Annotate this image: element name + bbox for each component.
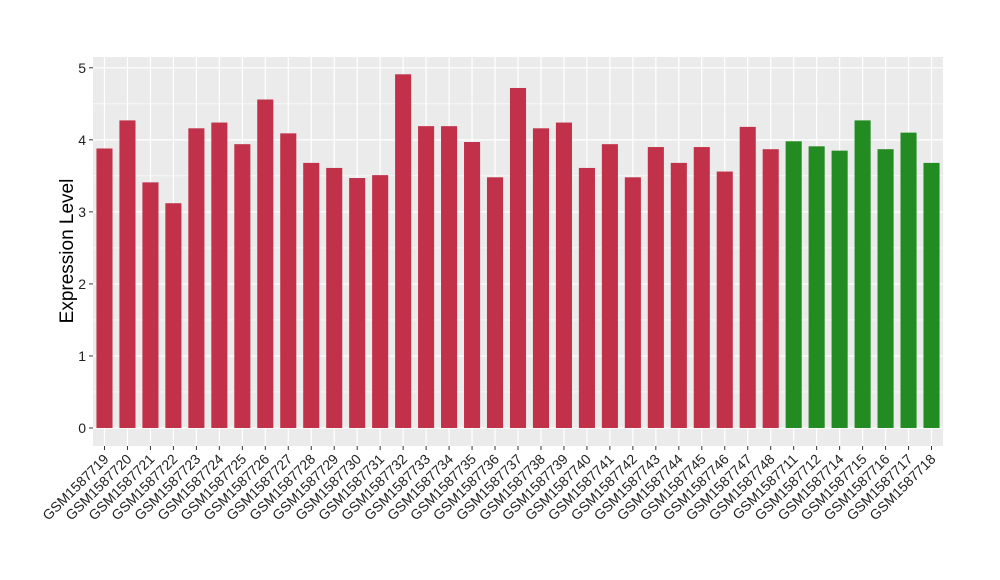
bar-GSM1587736	[486, 177, 504, 428]
bar-GSM1587734	[441, 126, 458, 428]
bar-GSM1587724	[211, 122, 228, 428]
bar-GSM1587738	[532, 128, 550, 428]
bar-GSM1587737	[509, 87, 527, 428]
bar-GSM1587727	[280, 133, 297, 428]
y-tick-label: 4	[78, 132, 86, 148]
bar-GSM1587743	[647, 147, 664, 428]
bar-GSM1587746	[716, 171, 733, 428]
bar-GSM1587739	[555, 122, 572, 428]
y-tick-label: 0	[78, 420, 86, 436]
y-tick-label: 2	[78, 276, 86, 292]
bar-GSM1587733	[418, 126, 435, 428]
bar-GSM1587714	[831, 150, 848, 428]
y-tick-label: 3	[78, 204, 86, 220]
bar-GSM1587716	[877, 149, 894, 428]
y-axis-title: Expression Level	[57, 179, 78, 324]
bar-GSM1587711	[785, 141, 802, 428]
bar-GSM1587719	[96, 148, 113, 428]
bar-GSM1587712	[808, 146, 825, 428]
bar-GSM1587735	[464, 142, 481, 428]
y-tick-label: 5	[78, 60, 86, 76]
bar-GSM1587728	[303, 162, 320, 428]
x-axis: GSM1587719GSM1587720GSM1587721GSM1587722…	[39, 446, 939, 523]
y-axis: 0 1 2 3 4 5	[78, 60, 93, 436]
bar-GSM1587723	[188, 128, 205, 428]
bar-GSM1587740	[578, 167, 595, 428]
bar-GSM1587725	[234, 144, 251, 428]
bar-GSM1587745	[693, 147, 710, 428]
bar-GSM1587721	[142, 182, 159, 428]
bar-GSM1587742	[624, 177, 641, 428]
bar-GSM1587741	[601, 144, 618, 428]
y-tick-label: 1	[78, 348, 86, 364]
bar-GSM1587718	[923, 162, 940, 428]
bar-GSM1587717	[900, 132, 917, 428]
bar-GSM1587715	[854, 120, 871, 428]
bar-GSM1587730	[349, 178, 366, 428]
bar-GSM1587747	[739, 126, 756, 428]
bar-GSM1587732	[395, 74, 412, 428]
bar-GSM1587726	[257, 99, 274, 428]
bar-GSM1587720	[119, 120, 136, 428]
bar-GSM1587744	[670, 162, 687, 428]
bars	[96, 74, 940, 428]
bar-GSM1587748	[762, 149, 779, 428]
bar-GSM1587722	[165, 203, 182, 428]
bar-GSM1587729	[326, 167, 343, 428]
bar-GSM1587731	[372, 175, 389, 428]
